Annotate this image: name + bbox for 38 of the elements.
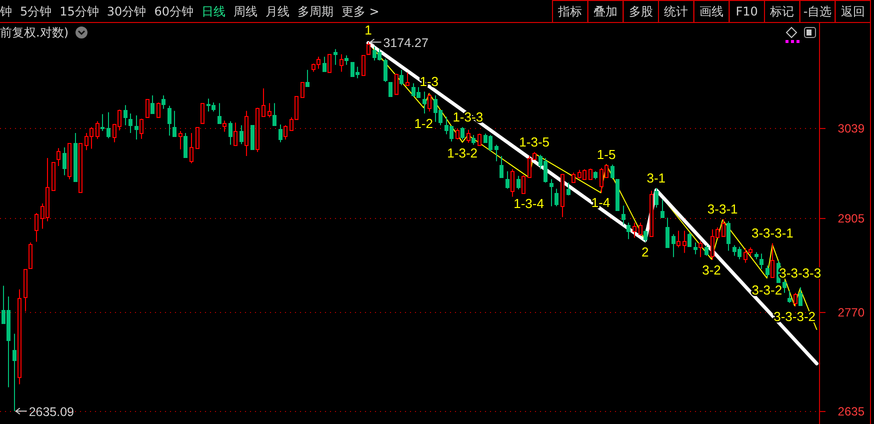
- button: 指标: [552, 0, 588, 23]
- text: 周线: [233, 4, 258, 18]
- annotation: 1-3-5: [519, 134, 550, 150]
- annotation: 3-2: [702, 262, 721, 278]
- button: 返回: [834, 0, 871, 23]
- text: 月线: [265, 4, 290, 18]
- text: 15分钟: [60, 4, 99, 18]
- text: 钟: [0, 4, 12, 18]
- chart-subtitle: 前复权.对数): [0, 26, 68, 40]
- y-tick-label: 2770: [838, 306, 865, 320]
- annotation: 3174.27: [383, 36, 428, 50]
- button: F10: [728, 0, 765, 23]
- button: 多股: [622, 0, 659, 23]
- y-tick-label: 2635: [838, 404, 865, 418]
- annotation: 3-3-3-1: [751, 226, 794, 241]
- button: 画线: [693, 0, 730, 23]
- text: 30分钟: [106, 4, 146, 18]
- annotation: 3-3-2: [752, 282, 782, 298]
- annotation: 1-5: [596, 147, 616, 162]
- annotation: 1-3-2: [447, 145, 478, 160]
- text: 更多 >: [341, 4, 380, 18]
- annotation: 1-2: [414, 116, 433, 131]
- annotation: 2: [641, 244, 649, 260]
- annotation: 3-1: [646, 170, 666, 186]
- y-tick-label: 2905: [838, 212, 865, 226]
- y-tick-label: 3039: [838, 122, 865, 136]
- annotation: 2635.09: [28, 405, 74, 420]
- annotation: 3-3-1: [707, 202, 738, 217]
- button: 标记: [764, 0, 800, 23]
- button: 统计: [658, 0, 694, 23]
- annotation: 1: [364, 22, 372, 38]
- button: -自选: [799, 0, 836, 23]
- button: 叠加: [587, 0, 624, 23]
- text: 5分钟: [20, 4, 52, 18]
- annotation: 1-3-4: [514, 196, 544, 211]
- text: 多周期: [297, 4, 334, 18]
- text: 60分钟: [154, 4, 194, 18]
- text: 日线: [201, 4, 226, 18]
